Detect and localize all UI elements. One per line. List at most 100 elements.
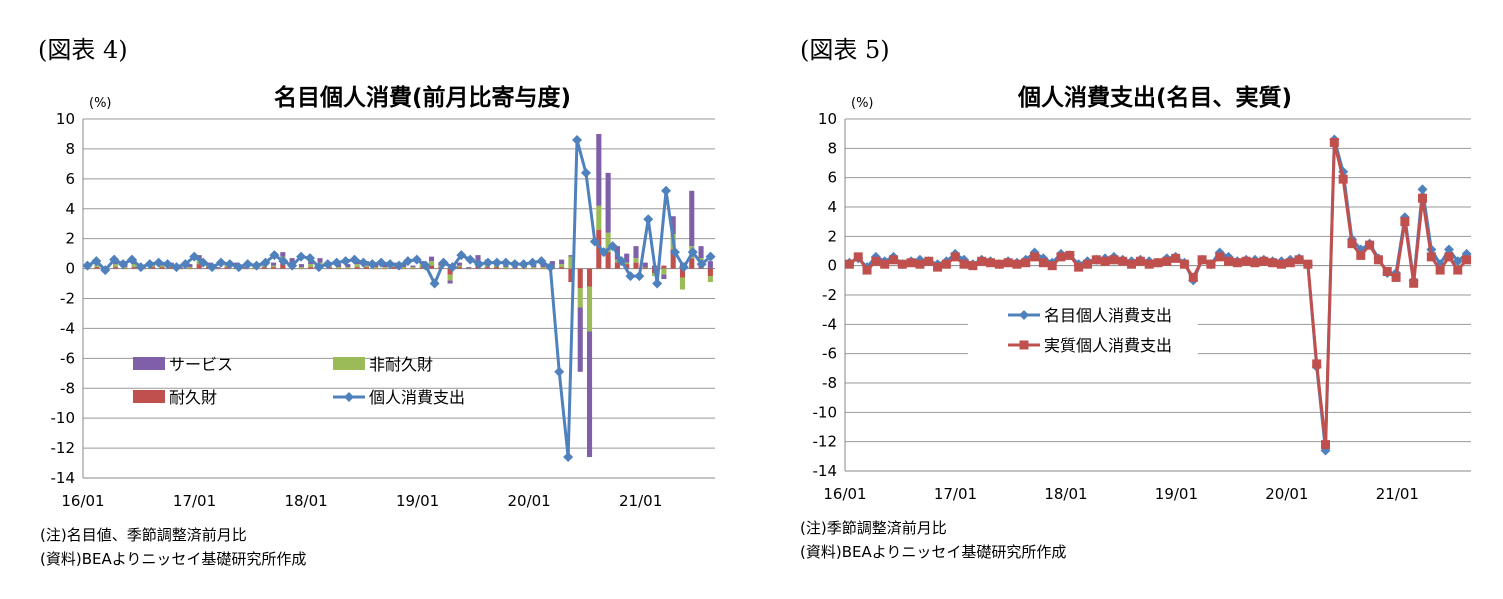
chart4-pce-point	[287, 260, 298, 271]
chart5-real-point	[933, 262, 943, 272]
chart5-real-point	[897, 259, 907, 269]
chart5-real-point	[1382, 267, 1392, 277]
chart4-pce-point	[118, 259, 129, 270]
chart5-ytick-label: 0	[827, 257, 837, 275]
chart4-bar	[122, 268, 128, 270]
chart4-pce-point	[144, 259, 155, 270]
chart5-real-point	[1162, 256, 1172, 266]
chart5-legend-label: 名目個人消費支出	[1044, 306, 1172, 325]
chart4-xtick-label: 19/01	[396, 492, 439, 510]
chart4-bar	[642, 262, 648, 268]
chart4-bar	[159, 265, 165, 268]
chart5-real-point	[1091, 255, 1101, 265]
chart4-bar	[596, 133, 602, 206]
chart4-bar	[373, 268, 379, 270]
chart4-pce-point	[207, 262, 218, 273]
chart5-xtick-label: 20/01	[1265, 485, 1308, 503]
chart4-ytick-label: -4	[60, 319, 75, 337]
chart4-bar	[270, 262, 277, 266]
chart4-bar	[373, 267, 379, 269]
chart4-bar	[577, 288, 583, 308]
chart4-bar	[308, 267, 314, 269]
chart4-bar	[336, 267, 342, 269]
chart4-pce-point	[634, 271, 645, 282]
chart5-real-point	[1409, 278, 1419, 288]
chart5-real-point	[1321, 440, 1331, 450]
chart5-real-point	[915, 259, 925, 269]
chart4-legend-label: 耐久財	[169, 388, 217, 407]
chart5-real-point	[1462, 255, 1472, 265]
chart4-bar	[112, 267, 119, 269]
chart4-bar	[475, 255, 481, 262]
chart5-real-point	[1215, 252, 1225, 262]
chart5-real-point	[1056, 252, 1066, 262]
chart4-pce-point	[82, 260, 93, 271]
chart4-bar	[270, 267, 277, 269]
chart5-real-point	[959, 259, 969, 269]
chart4-ytick-label: 8	[65, 140, 75, 158]
chart-4-note: (注)名目値、季節調整済前月比	[40, 526, 247, 544]
chart4-pce-point	[456, 250, 467, 261]
chart4-pce-point	[474, 259, 485, 270]
chart5-ytick-label: -6	[822, 345, 837, 363]
chart4-bar	[401, 268, 407, 270]
chart5-real-point	[1426, 252, 1436, 262]
chart4-pce-point	[438, 257, 449, 268]
chart4-bar	[605, 232, 611, 253]
chart4-bar	[187, 264, 193, 268]
chart4-ytick-label: -14	[51, 469, 76, 487]
chart4-pce-point	[652, 278, 663, 289]
chart4-bar	[428, 256, 435, 262]
chart-4-canvas: 10 8 6 4 2 0 -2 -4 -6 -8 -10 -12 -14 16/01 17/01 18/01 1…	[51, 96, 716, 510]
chart4-pce-point	[322, 259, 333, 270]
chart5-real-point	[968, 261, 978, 271]
chart5-real-point	[1135, 256, 1145, 266]
chart4-unit-label: (%)	[89, 96, 112, 111]
chart4-pce-point	[589, 236, 600, 247]
chart4-bar	[382, 264, 388, 268]
chart4-pce-point	[661, 185, 672, 196]
chart4-bar	[494, 267, 500, 269]
chart4-bar	[298, 267, 304, 269]
chart4-bar	[233, 262, 239, 266]
figure-5-label: (図表 5)	[800, 36, 890, 64]
chart4-bar	[707, 276, 713, 283]
chart4-bar	[586, 331, 593, 458]
chart4-legend-label: 非耐久財	[369, 355, 433, 374]
chart5-real-point	[1179, 259, 1189, 269]
chart4-ytick-label: -2	[60, 290, 75, 308]
chart4-bar	[382, 267, 388, 269]
chart5-real-point	[880, 259, 890, 269]
chart5-real-point	[1127, 259, 1137, 269]
chart4-legend-swatch	[333, 357, 365, 370]
chart4-bar	[131, 267, 137, 269]
chart5-real-point	[1338, 174, 1348, 184]
chart4-pce-point	[420, 260, 431, 271]
chart4-bar	[122, 267, 128, 269]
chart4-bar	[661, 274, 667, 280]
chart4-bar	[670, 249, 676, 269]
chart4-pce-point	[411, 254, 422, 265]
chart4-pce-point	[135, 262, 146, 273]
chart4-bar	[150, 265, 156, 268]
chart4-bar	[540, 264, 546, 268]
chart4-bar	[614, 262, 620, 269]
chart5-real-point	[1285, 258, 1295, 268]
chart4-ytick-label: -10	[51, 409, 76, 427]
chart4-bar	[624, 264, 630, 269]
chart4-bar	[131, 264, 137, 268]
chart5-ytick-label: -10	[813, 403, 838, 421]
chart4-bar	[679, 277, 686, 290]
chart5-real-point	[1021, 258, 1031, 268]
chart4-pce-point	[296, 251, 307, 262]
chart4-bar	[633, 246, 639, 259]
chart4-pce-point	[358, 257, 369, 268]
chart5-real-point	[1312, 359, 1322, 369]
chart4-pce-point	[215, 257, 226, 268]
chart4-bar	[531, 267, 537, 269]
chart4-pce-point	[376, 257, 387, 268]
chart4-pce-point	[394, 260, 404, 271]
chart4-bar	[270, 265, 277, 268]
chart4-bar	[94, 267, 100, 269]
chart5-unit-label: (%)	[851, 96, 874, 111]
